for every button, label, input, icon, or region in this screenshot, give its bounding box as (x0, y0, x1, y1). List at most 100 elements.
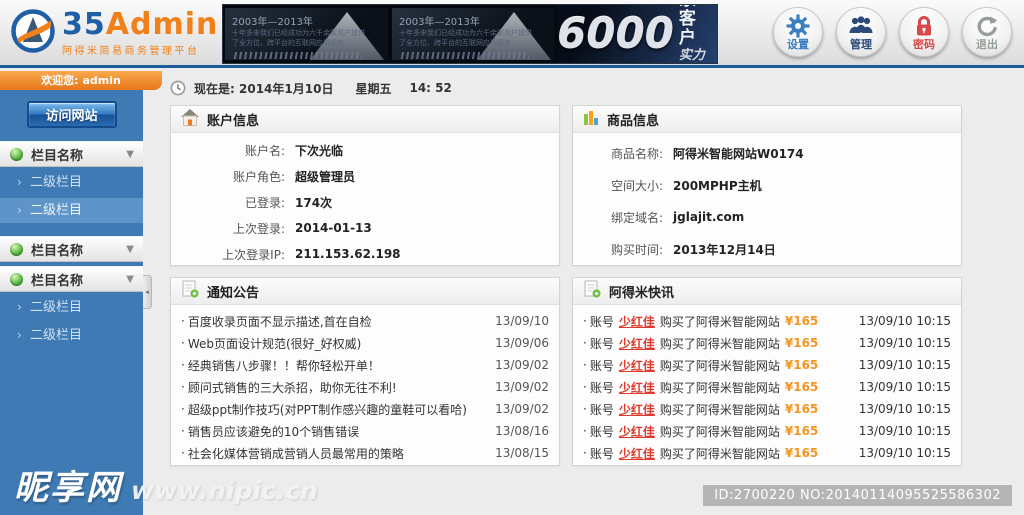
row-value: 211.153.62.198 (295, 247, 401, 261)
panel-title: 通知公告 (207, 285, 260, 301)
banner-signature-scribble (232, 52, 362, 60)
product-row: 购买时间: 2013年12月14日 (585, 233, 949, 265)
notice-date: 13/09/10 (495, 314, 549, 328)
news-row: · 账号 少红佳 购买了阿得米智能网站 ¥165 13/09/10 10:15 (583, 442, 951, 464)
news-price: ¥165 (784, 358, 819, 372)
settings-label: 设置 (787, 37, 809, 51)
account-panel-header: 账户信息 (171, 106, 559, 133)
notice-title-link[interactable]: 顾问式销售的三大杀招，助你无往不利! (187, 380, 397, 395)
notices-panel: 通知公告 · 百度收录页面不显示描述,首在自检 13/09/10 (170, 277, 560, 466)
top-header: 35Admin 阿得米简易商务管理平台 2003年—2013年 十年多来我们已经… (0, 0, 1024, 68)
row-value: 阿得米智能网站W0174 (673, 146, 804, 161)
news-price: ¥165 (784, 314, 819, 328)
news-time: 13/09/10 10:15 (858, 336, 951, 350)
notice-row: · 顾问式销售的三大杀招，助你无往不利! 13/09/02 (181, 376, 549, 398)
chevron-down-icon: ▼ (126, 243, 134, 255)
notice-title-link[interactable]: 百度收录页面不显示描述,首在自检 (187, 314, 372, 329)
news-price: ¥165 (784, 446, 819, 460)
news-prefix: 账号 (589, 446, 614, 461)
exit-button[interactable]: 退出 (962, 7, 1012, 57)
news-row: · 账号 少红佳 购买了阿得米智能网站 ¥165 13/09/10 10:15 (583, 332, 951, 354)
banner-ad-block-1: 2003年—2013年 十年多来我们已经成功为六千余家用户提供 了全方位、跨平台… (225, 8, 388, 60)
banner-line1: 十年多来我们已经成功为六千余家用户提供 (399, 29, 532, 37)
news-user-link[interactable]: 少红佳 (618, 358, 655, 373)
notice-date: 13/08/15 (495, 446, 549, 460)
current-date-bar: 现在是: 2014年1月10日 星期五 14: 52 (170, 77, 1024, 99)
news-prefix: 账号 (589, 424, 614, 439)
green-orb-icon (10, 147, 23, 161)
news-user-link[interactable]: 少红佳 (618, 446, 655, 461)
sidebar-group-1[interactable]: 栏目名称 ▼ (0, 141, 143, 167)
notice-title-link[interactable]: 经典销售八步骤！！帮你轻松开单！ (187, 358, 380, 373)
notice-title-link[interactable]: Web页面设计规范(很好_好权威) (187, 336, 362, 351)
time-value: 14: 52 (409, 81, 452, 95)
notice-title-link[interactable]: 社会化媒体营销成营销人员最常用的策略 (187, 446, 404, 461)
news-user-link[interactable]: 少红佳 (618, 424, 655, 439)
bullet: · (181, 336, 185, 350)
document-add-icon (181, 280, 199, 302)
bullet: · (583, 358, 587, 372)
account-row: 账户名: 下次光临 (183, 137, 547, 163)
row-label: 上次登录: (232, 221, 285, 236)
password-button[interactable]: 密码 (899, 7, 949, 57)
sidebar-group-3[interactable]: 栏目名称 ▼ (0, 266, 143, 292)
bullet: · (181, 380, 185, 394)
news-action: 购买了阿得米智能网站 (659, 336, 780, 351)
product-panel-header: 商品信息 (573, 106, 961, 133)
bullet: · (181, 314, 185, 328)
chevron-down-icon: ▼ (126, 273, 134, 285)
news-time: 13/09/10 10:15 (858, 424, 951, 438)
notices-panel-header: 通知公告 (171, 278, 559, 305)
row-value: 超级管理员 (295, 169, 356, 184)
lock-icon (914, 14, 934, 38)
row-label: 购买时间: (610, 242, 663, 257)
logo-wordmark: 35Admin (62, 6, 219, 42)
sidebar-item-sub1[interactable]: 二级栏目 (0, 170, 143, 195)
news-panel-header: 阿得米快讯 (573, 278, 961, 305)
logo-emblem-icon (10, 8, 56, 58)
news-prefix: 账号 (589, 336, 614, 351)
banner-ad-block-2: 2003年—2013年 十年多来我们已经成功为六千余家用户提供 了全方位、跨平台… (392, 8, 555, 60)
news-user-link[interactable]: 少红佳 (618, 402, 655, 417)
news-action: 购买了阿得米智能网站 (659, 358, 780, 373)
visit-site-button[interactable]: 访问网站 (26, 101, 117, 128)
logout-refresh-icon (976, 14, 998, 38)
news-panel: 阿得米快讯 · 账号 少红佳 购买了阿得米智能网站 ¥165 13/09/10 … (572, 277, 962, 466)
product-row: 空间大小: 200MPHP主机 (585, 169, 949, 201)
panel-title: 账户信息 (207, 113, 260, 129)
row-label: 账户角色: (232, 169, 285, 184)
green-orb-icon (10, 272, 23, 286)
news-user-link[interactable]: 少红佳 (618, 336, 655, 351)
sidebar-group-2[interactable]: 栏目名称 ▼ (0, 236, 143, 262)
bullet: · (181, 358, 185, 372)
sidebar-item-sub4[interactable]: 二级栏目 (0, 323, 143, 348)
sidebar-item-sub3[interactable]: 二级栏目 (0, 295, 143, 320)
sidebar-collapse-handle[interactable]: ◂ (143, 275, 152, 309)
notice-title-link[interactable]: 销售员应该避免的10个销售错误 (187, 424, 360, 439)
banner-period: 2003年—2013年 (232, 17, 313, 28)
header-action-buttons: 设置 管理 (773, 7, 1012, 57)
news-action: 购买了阿得米智能网站 (659, 446, 780, 461)
green-orb-icon (10, 242, 23, 256)
news-price: ¥165 (784, 424, 819, 438)
banner-line1: 十年多来我们已经成功为六千余家用户提供 (232, 29, 365, 37)
notice-title-link[interactable]: 超级ppt制作技巧(对PPT制作感兴趣的童鞋可以看哈) (187, 402, 467, 417)
manage-button[interactable]: 管理 (836, 7, 886, 57)
settings-button[interactable]: 设置 (773, 7, 823, 57)
promo-banner[interactable]: 2003年—2013年 十年多来我们已经成功为六千余家用户提供 了全方位、跨平台… (222, 4, 718, 64)
app-logo[interactable]: 35Admin 阿得米简易商务管理平台 (10, 8, 218, 58)
product-row: 绑定域名: jglajit.com (585, 201, 949, 233)
account-rows: 账户名: 下次光临 账户角色: 超级管理员 已登录: 174次 (171, 133, 559, 267)
bullet: · (181, 446, 185, 460)
news-user-link[interactable]: 少红佳 (618, 314, 655, 329)
sidebar-item-sub2-active[interactable]: 二级栏目 (0, 198, 143, 223)
exit-label: 退出 (976, 37, 998, 51)
row-value: 2013年12月14日 (673, 242, 776, 257)
news-row: · 账号 少红佳 购买了阿得米智能网站 ¥165 13/09/10 10:15 (583, 310, 951, 332)
account-row: 上次登录: 2014-01-13 (183, 215, 547, 241)
bullet: · (583, 402, 587, 416)
news-action: 购买了阿得米智能网站 (659, 314, 780, 329)
chevron-down-icon: ▼ (126, 148, 134, 160)
news-user-link[interactable]: 少红佳 (618, 380, 655, 395)
news-prefix: 账号 (589, 314, 614, 329)
